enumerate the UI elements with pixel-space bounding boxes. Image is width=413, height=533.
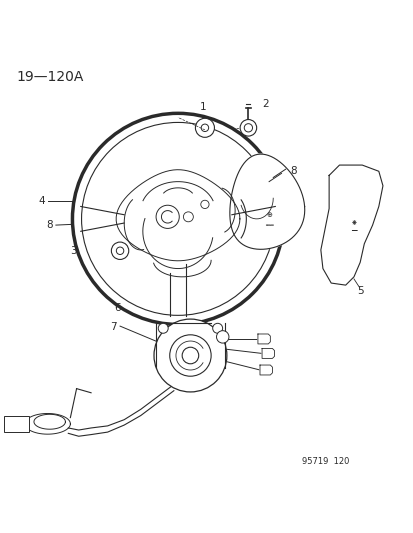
Text: 3: 3: [70, 246, 77, 256]
Circle shape: [156, 205, 179, 229]
Text: 6: 6: [114, 303, 121, 313]
Text: 95719  120: 95719 120: [301, 457, 349, 466]
Text: ⁕: ⁕: [350, 219, 356, 228]
Circle shape: [158, 324, 168, 333]
Text: 7: 7: [110, 321, 117, 332]
Polygon shape: [259, 365, 272, 375]
Circle shape: [154, 319, 226, 392]
Polygon shape: [261, 349, 274, 358]
Text: ═══: ═══: [264, 223, 273, 228]
Text: 8: 8: [290, 166, 297, 176]
Text: 1: 1: [199, 102, 206, 112]
FancyBboxPatch shape: [4, 416, 29, 432]
Circle shape: [111, 242, 128, 260]
Circle shape: [212, 324, 222, 333]
Circle shape: [240, 119, 256, 136]
Circle shape: [216, 330, 228, 343]
Circle shape: [195, 118, 214, 138]
Text: ━━: ━━: [350, 229, 356, 234]
Text: 4: 4: [38, 196, 45, 206]
Polygon shape: [229, 154, 304, 249]
Text: ⊕: ⊕: [266, 212, 271, 218]
Text: 8: 8: [46, 220, 53, 230]
Circle shape: [169, 335, 211, 376]
Text: 19—120A: 19—120A: [17, 70, 84, 84]
Circle shape: [182, 347, 198, 364]
Text: 5: 5: [356, 286, 363, 296]
Text: 2: 2: [262, 99, 268, 109]
Polygon shape: [320, 165, 382, 285]
Polygon shape: [257, 334, 270, 344]
Circle shape: [72, 114, 283, 325]
